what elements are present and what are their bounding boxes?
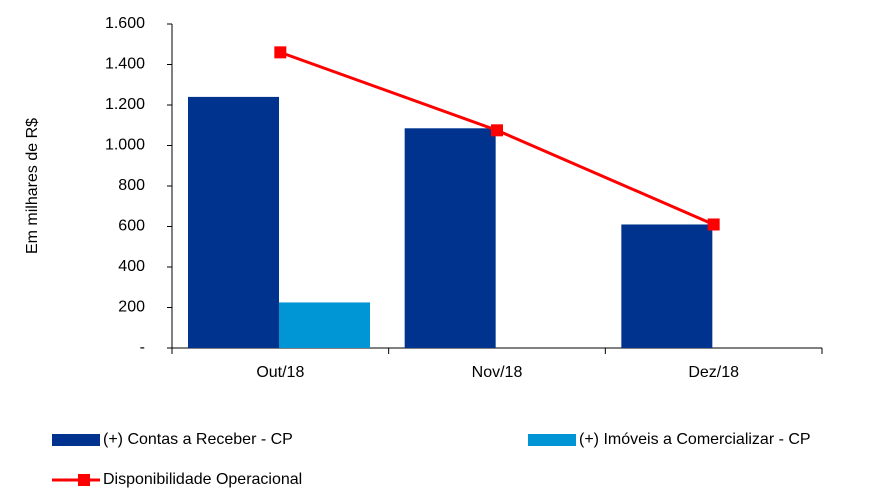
bar bbox=[279, 302, 370, 348]
y-tick-label: 1.400 bbox=[105, 56, 145, 73]
y-tick-label: 1.600 bbox=[105, 15, 145, 32]
line-marker bbox=[274, 46, 287, 59]
legend-label: (+) Contas a Receber - CP bbox=[103, 431, 293, 448]
y-axis-label: Em milhares de R$ bbox=[24, 118, 41, 254]
bar bbox=[188, 96, 279, 349]
line-marker bbox=[707, 218, 720, 231]
x-tick-label: Out/18 bbox=[256, 364, 304, 381]
y-tick-label: 200 bbox=[118, 299, 145, 316]
bar bbox=[404, 128, 496, 348]
legend-swatch bbox=[52, 434, 100, 446]
line-series bbox=[279, 50, 715, 226]
line-marker bbox=[491, 124, 503, 137]
y-tick-label: 1.200 bbox=[105, 96, 145, 113]
y-tick-label: 800 bbox=[118, 177, 145, 194]
y-tick-label: 1.000 bbox=[105, 137, 145, 154]
y-tick-label: - bbox=[140, 339, 145, 356]
legend-label: Disponibilidade Operacional bbox=[103, 471, 302, 488]
x-tick-label: Nov/18 bbox=[472, 364, 523, 381]
x-tick-label: Dez/18 bbox=[688, 364, 739, 381]
legend-marker bbox=[78, 474, 90, 486]
y-tick-label: 600 bbox=[118, 218, 145, 235]
legend-swatch bbox=[528, 434, 576, 446]
y-tick-label: 400 bbox=[118, 258, 145, 275]
legend-label: (+) Imóveis a Comercializar - CP bbox=[579, 431, 811, 448]
bar bbox=[621, 224, 713, 348]
